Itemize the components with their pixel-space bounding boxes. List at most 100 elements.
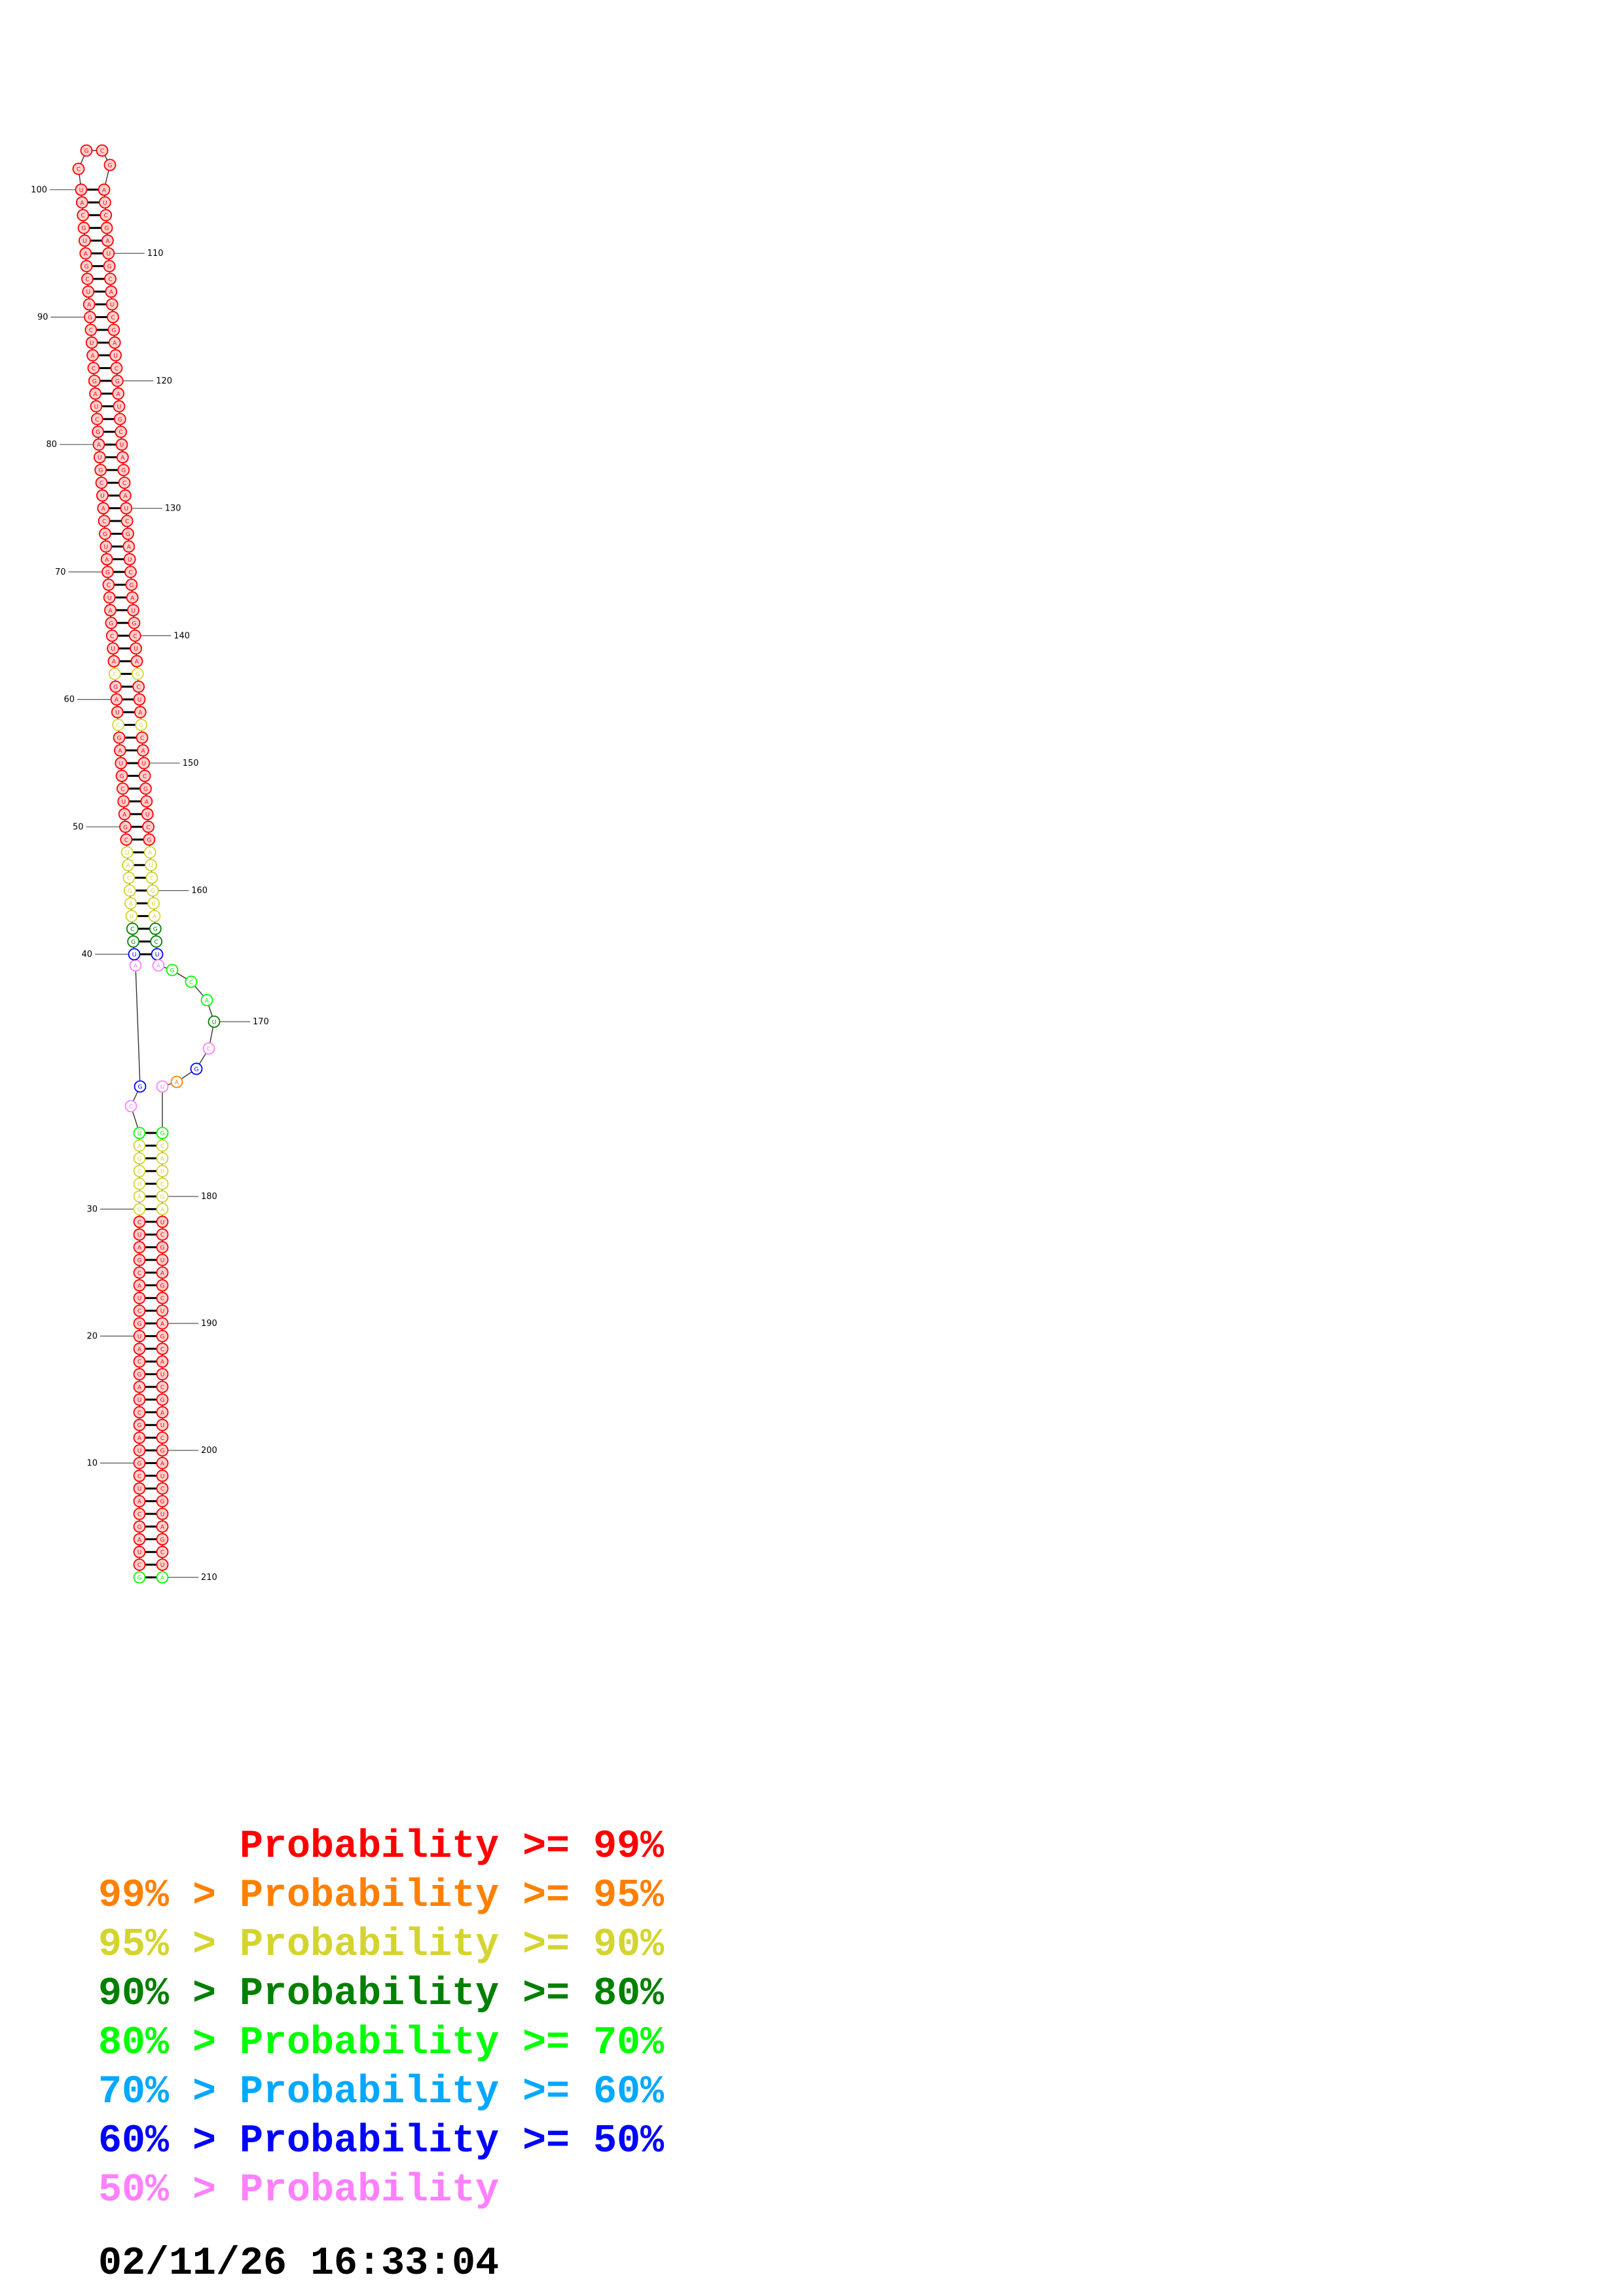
nucleotide-letter: A: [122, 812, 127, 818]
nucleotide-letter: G: [136, 672, 140, 678]
nucleotide-letter: A: [137, 1143, 142, 1150]
position-label-20: 20: [86, 1331, 98, 1341]
nucleotide-99: [75, 196, 88, 209]
nucleotide-109: [101, 234, 114, 247]
nucleotide-3: [133, 1545, 146, 1558]
nucleotide-106: [98, 196, 111, 209]
nucleotide-letter: A: [137, 1194, 142, 1201]
nucleotide-14: [133, 1406, 146, 1419]
nucleotide-137: [126, 591, 139, 604]
nucleotide-letter: G: [137, 1372, 142, 1378]
nucleotide-letter: C: [108, 277, 112, 283]
nucleotide-letter: G: [131, 939, 136, 946]
nucleotide-letter: U: [119, 761, 123, 767]
nucleotide-53: [117, 782, 129, 795]
nucleotide-letter: A: [145, 799, 149, 806]
nucleotide-75: [97, 502, 110, 514]
nucleotide-126: [116, 451, 129, 464]
nucleotide-letter: G: [111, 327, 116, 334]
nucleotide-letter: C: [77, 167, 81, 173]
position-label-110: 110: [147, 249, 164, 259]
nucleotide-letter: U: [137, 1232, 142, 1239]
nucleotide-letter: G: [82, 226, 86, 232]
nucleotide-letter: C: [160, 1232, 164, 1239]
nucleotide-164: [150, 935, 163, 948]
nucleotide-112: [104, 272, 117, 285]
probability-legend: Probability >= 99% 99% > Probability >= …: [0, 0, 786, 2213]
nucleotide-49: [120, 833, 133, 846]
nucleotide-letter: C: [189, 980, 193, 986]
nucleotide-letter: U: [107, 595, 112, 601]
legend-line-p60: 70% > Probability >= 60%: [98, 2070, 665, 2115]
nucleotide-letter: G: [129, 583, 134, 589]
nucleotide-154: [141, 808, 154, 821]
nucleotide-93: [81, 272, 94, 285]
nucleotide-195: [156, 1380, 169, 1393]
position-label-80: 80: [46, 440, 57, 450]
nucleotide-180: [156, 1190, 169, 1203]
nucleotide-69: [102, 578, 115, 591]
nucleotide-64: [107, 642, 120, 655]
nucleotide-letter: C: [92, 366, 96, 372]
nucleotide-58: [112, 719, 125, 731]
nucleotide-letter: C: [140, 736, 144, 742]
nucleotide-letter: C: [137, 1219, 141, 1226]
nucleotide-letter: U: [137, 1131, 142, 1138]
nucleotide-letter: C: [122, 480, 126, 487]
nucleotide-letter: A: [80, 200, 84, 207]
nucleotide-letter: G: [139, 723, 143, 729]
nucleotide-207: [156, 1533, 169, 1546]
nucleotide-letter: U: [137, 1486, 142, 1493]
nucleotide-letter: C: [124, 837, 128, 844]
nucleotide-133: [122, 540, 136, 553]
nucleotide-letter: U: [151, 901, 156, 908]
nucleotide-letter: G: [137, 1258, 142, 1265]
nucleotide-134: [123, 553, 136, 565]
nucleotide-140: [128, 629, 141, 642]
nucleotide-letter: A: [141, 748, 145, 755]
timestamp: 02/11/26 16:33:04: [98, 2242, 500, 2286]
nucleotide-letter: A: [115, 697, 119, 704]
position-label-30: 30: [86, 1204, 98, 1214]
nucleotide-letter: A: [160, 1321, 165, 1328]
nucleotide-letter: U: [124, 506, 128, 512]
base-pair-bonds: [86, 188, 157, 1579]
nucleotide-8: [133, 1482, 146, 1495]
nucleotide-letter: A: [113, 340, 117, 347]
nucleotide-65: [105, 629, 119, 642]
nucleotide-12: [133, 1431, 146, 1444]
nucleotide-84: [89, 387, 102, 400]
nucleotide-letter: U: [160, 1372, 165, 1378]
nucleotide-150: [137, 757, 151, 770]
nucleotide-10: [133, 1456, 146, 1469]
nucleotide-18: [133, 1355, 146, 1368]
nucleotide-203: [156, 1482, 169, 1495]
nucleotide-167: [166, 963, 179, 977]
nucleotide-letter: U: [137, 1448, 142, 1455]
legend-line-p70: 80% > Probability >= 70%: [98, 2021, 665, 2066]
nucleotide-letter: A: [129, 901, 134, 908]
nucleotide-101: [72, 162, 85, 175]
nucleotide-122: [113, 400, 126, 413]
nucleotide-94: [80, 260, 93, 273]
nucleotide-letter: A: [123, 493, 128, 500]
nucleotide-letter: C: [160, 1143, 164, 1150]
nucleotide-letter: G: [105, 569, 110, 576]
nucleotide-letter: A: [120, 455, 125, 461]
position-label-160: 160: [191, 886, 208, 896]
nucleotide-letter: G: [117, 736, 122, 742]
nucleotide-113: [105, 285, 118, 298]
nucleotide-letter: G: [160, 1537, 165, 1543]
nucleotide-letter: A: [160, 1524, 165, 1531]
nucleotide-97: [77, 221, 90, 234]
nucleotide-25: [133, 1266, 146, 1279]
nucleotide-80: [92, 438, 105, 451]
nucleotide-146: [134, 706, 147, 719]
nucleotide-letter: G: [137, 1524, 142, 1531]
nucleotide-205: [156, 1507, 169, 1520]
nucleotide-200: [156, 1444, 169, 1457]
nucleotide-letter: A: [137, 1499, 142, 1505]
nucleotide-letter: A: [130, 595, 135, 601]
nucleotide-letter: U: [128, 557, 132, 564]
nucleotide-86: [87, 361, 100, 374]
